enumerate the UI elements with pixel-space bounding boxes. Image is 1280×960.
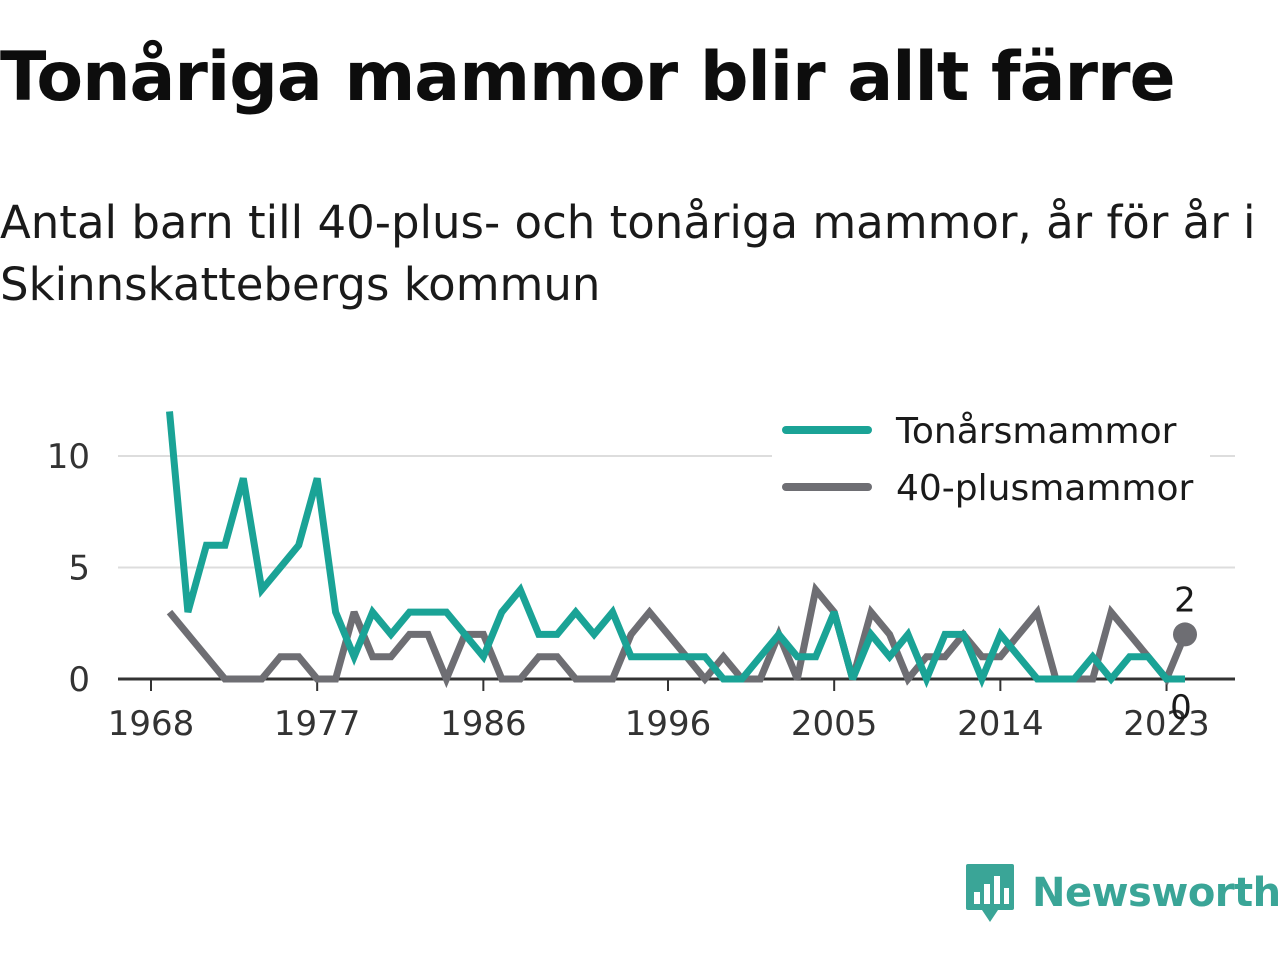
legend-label-tonarsmammor: Tonårsmammor bbox=[895, 411, 1177, 452]
end-markers: 2 0 bbox=[1170, 580, 1197, 728]
legend-label-40-plusmammor: 40-plusmammor bbox=[896, 468, 1194, 509]
x-tick-label: 1996 bbox=[625, 704, 712, 744]
brand-name: Newsworthy bbox=[1032, 870, 1280, 916]
end-label-tonarsmammor: 0 bbox=[1170, 688, 1192, 728]
brand-logo: Newsworthy bbox=[964, 862, 1280, 924]
chart-subtitle: Antal barn till 40-plus- och tonåriga ma… bbox=[0, 196, 1256, 311]
y-tick-label: 10 bbox=[47, 437, 90, 477]
x-tick-label: 1977 bbox=[274, 704, 361, 744]
series-lines bbox=[166, 411, 1189, 689]
x-axis: 1968 1977 1986 1996 2005 2014 2023 bbox=[108, 679, 1210, 744]
legend: Tonårsmammor 40-plusmammor bbox=[772, 404, 1210, 514]
end-label-40-plusmammor: 2 bbox=[1174, 580, 1196, 620]
newsworthy-logo-icon bbox=[966, 864, 1014, 922]
legend-background bbox=[772, 404, 1210, 514]
x-tick-label: 2014 bbox=[957, 704, 1044, 744]
x-tick-label: 2023 bbox=[1123, 704, 1210, 744]
y-tick-label: 5 bbox=[68, 549, 90, 589]
line-chart: 0 5 10 1968 1977 1986 1996 2005 2014 2023 Tonårs… bbox=[47, 404, 1235, 744]
x-tick-label: 1986 bbox=[440, 704, 527, 744]
y-axis: 0 5 10 bbox=[47, 437, 90, 700]
x-tick-label: 2005 bbox=[791, 704, 878, 744]
x-tick-label: 1968 bbox=[108, 704, 195, 744]
end-point-dot bbox=[1173, 622, 1197, 647]
chart-title: Tonåriga mammor blir allt färre bbox=[0, 38, 1176, 117]
y-tick-label: 0 bbox=[68, 660, 90, 700]
series-line-40-plusmammor bbox=[166, 581, 1189, 689]
series-line-tonarsmammor bbox=[166, 411, 1185, 689]
